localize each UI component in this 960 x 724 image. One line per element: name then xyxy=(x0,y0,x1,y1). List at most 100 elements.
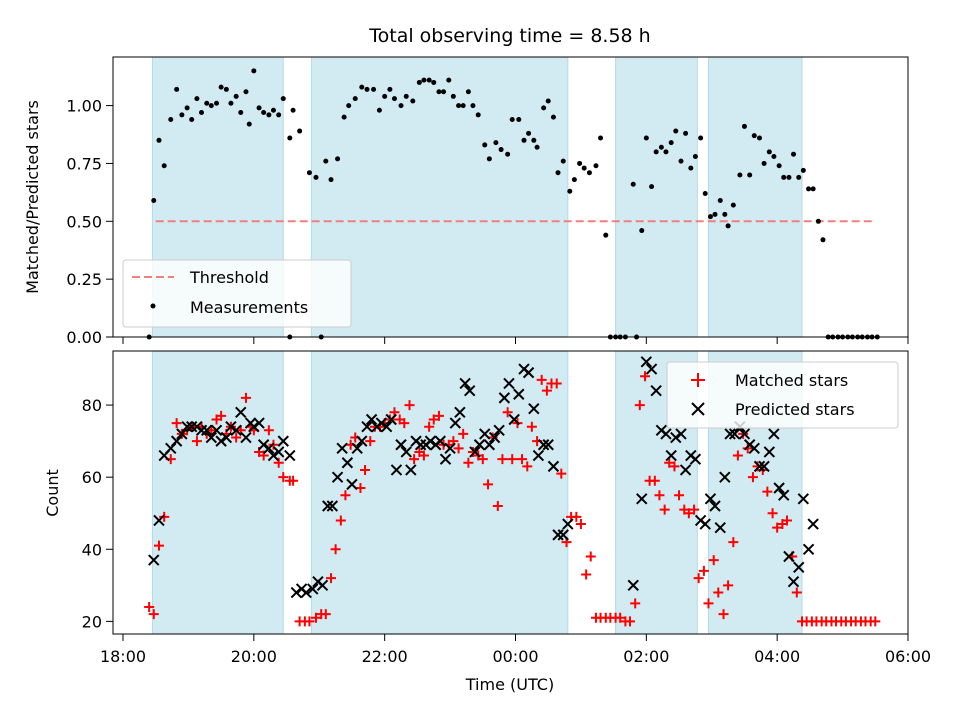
measurement-point-75 xyxy=(550,114,556,120)
predicted-point-103 xyxy=(724,428,736,440)
predicted-point-31 xyxy=(307,583,319,595)
measurement-point-64 xyxy=(493,140,499,146)
measurement-point-94 xyxy=(649,184,655,190)
top-y-axis-label: Matched/Predicted stars xyxy=(23,100,42,294)
measurement-point-43 xyxy=(382,93,388,99)
bottom-y-tick-label-3: 80 xyxy=(82,396,102,415)
measurement-point-90 xyxy=(630,181,636,187)
top-legend-box xyxy=(122,259,352,328)
predicted-point-102 xyxy=(719,471,731,483)
measurement-point-23 xyxy=(261,110,267,116)
measurement-point-81 xyxy=(581,165,587,171)
predicted-point-14 xyxy=(220,431,233,444)
measurement-point-12 xyxy=(208,103,214,109)
predicted-point-7 xyxy=(185,420,198,433)
measurement-point-46 xyxy=(398,103,404,109)
measurement-point-114 xyxy=(747,172,753,178)
predicted-point-88 xyxy=(650,384,662,397)
matched-point-38 xyxy=(335,515,346,526)
top-y-tick-label-2: 0.50 xyxy=(66,212,102,231)
measurement-point-92 xyxy=(639,228,645,234)
predicted-point-84 xyxy=(627,579,639,592)
predicted-point-55 xyxy=(424,435,437,447)
matched-point-5 xyxy=(171,418,182,429)
matched-point-19 xyxy=(240,392,251,403)
matched-point-121 xyxy=(742,443,753,454)
predicted-legend-label: Predicted stars xyxy=(735,400,855,419)
measurement-point-59 xyxy=(465,89,471,95)
predicted-point-16 xyxy=(230,424,242,437)
predicted-point-5 xyxy=(176,428,188,440)
predicted-point-66 xyxy=(479,428,491,440)
measurement-point-97 xyxy=(663,149,669,155)
bottom-plot-frame xyxy=(112,350,909,635)
matched-point-17 xyxy=(231,432,242,443)
predicted-point-112 xyxy=(768,428,780,440)
measurement-point-106 xyxy=(707,214,713,220)
measurement-point-123 xyxy=(791,151,797,157)
predicted-point-76 xyxy=(528,402,540,415)
measurement-point-60 xyxy=(470,103,476,109)
measurement-point-113 xyxy=(741,123,747,129)
measurement-point-119 xyxy=(771,154,777,160)
measurement-point-82 xyxy=(586,170,592,176)
predicted-point-65 xyxy=(473,439,486,451)
matched-point-106 xyxy=(669,461,680,472)
predicted-point-4 xyxy=(170,435,183,447)
measurement-point-111 xyxy=(730,202,736,208)
measurement-point-47 xyxy=(403,93,409,99)
x-tick-label-0: 18:00 xyxy=(100,647,146,666)
predicted-point-85 xyxy=(636,493,648,505)
measurement-point-16 xyxy=(228,100,234,106)
predicted-point-80 xyxy=(547,460,560,473)
predicted-point-62 xyxy=(459,377,471,390)
predicted-point-10 xyxy=(201,424,213,437)
top-legend: Threshold Measurements xyxy=(122,259,352,328)
measurement-point-38 xyxy=(352,96,358,102)
matched-point-113 xyxy=(703,598,714,609)
measurement-point-126 xyxy=(806,186,812,192)
measurement-point-11 xyxy=(204,100,210,106)
measurement-point-9 xyxy=(194,96,200,102)
ratio-panel: 0.00 0.25 0.50 0.75 1.00 Total observing tim… xyxy=(23,25,909,347)
measurement-point-36 xyxy=(341,114,347,120)
measurement-point-6 xyxy=(179,112,185,118)
predicted-point-22 xyxy=(257,439,270,451)
predicted-point-45 xyxy=(375,417,388,429)
measurement-point-30 xyxy=(297,128,303,134)
predicted-point-68 xyxy=(488,431,501,444)
matched-point-95 xyxy=(615,612,626,623)
measurement-point-98 xyxy=(668,140,674,146)
measurement-point-53 xyxy=(436,89,442,95)
predicted-point-86 xyxy=(640,356,653,368)
measurement-point-25 xyxy=(270,107,276,113)
measurement-point-96 xyxy=(658,144,664,150)
predicted-point-108 xyxy=(748,442,760,455)
measurement-point-93 xyxy=(643,135,649,141)
measurement-point-3 xyxy=(161,163,167,169)
matched-point-83 xyxy=(556,468,567,479)
measurement-point-84 xyxy=(598,135,604,141)
predicted-point-110 xyxy=(758,460,770,473)
predicted-point-35 xyxy=(326,500,339,512)
measurement-point-48 xyxy=(410,98,416,104)
predicted-point-67 xyxy=(483,439,496,451)
predicted-point-57 xyxy=(434,435,446,447)
measurement-point-61 xyxy=(475,112,481,118)
measurement-point-115 xyxy=(751,133,757,139)
matched-point-109 xyxy=(683,508,694,519)
measurement-point-108 xyxy=(717,197,723,203)
matched-point-1 xyxy=(148,609,159,620)
matched-point-89 xyxy=(585,551,596,562)
x-tick-label-5: 04:00 xyxy=(754,647,800,666)
measurement-point-85 xyxy=(603,232,609,238)
matched-point-111 xyxy=(693,573,704,584)
matched-point-51 xyxy=(399,418,410,429)
matched-point-82 xyxy=(551,378,562,389)
bottom-y-tick-label-2: 60 xyxy=(82,468,102,487)
measurement-point-79 xyxy=(571,177,577,183)
predicted-point-118 xyxy=(797,493,810,505)
matched-point-99 xyxy=(634,400,645,411)
matched-point-76 xyxy=(522,461,533,472)
measurement-point-55 xyxy=(446,77,452,83)
